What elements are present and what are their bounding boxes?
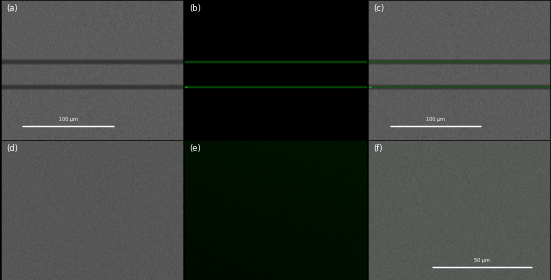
Text: 100 μm: 100 μm: [426, 116, 445, 122]
Text: 50 μm: 50 μm: [474, 258, 490, 263]
Text: (a): (a): [6, 4, 18, 13]
Text: (f): (f): [373, 144, 382, 153]
Text: (c): (c): [373, 4, 384, 13]
Text: 100 μm: 100 μm: [59, 116, 78, 122]
Text: (d): (d): [6, 144, 18, 153]
Text: (b): (b): [190, 4, 202, 13]
Text: (e): (e): [190, 144, 201, 153]
